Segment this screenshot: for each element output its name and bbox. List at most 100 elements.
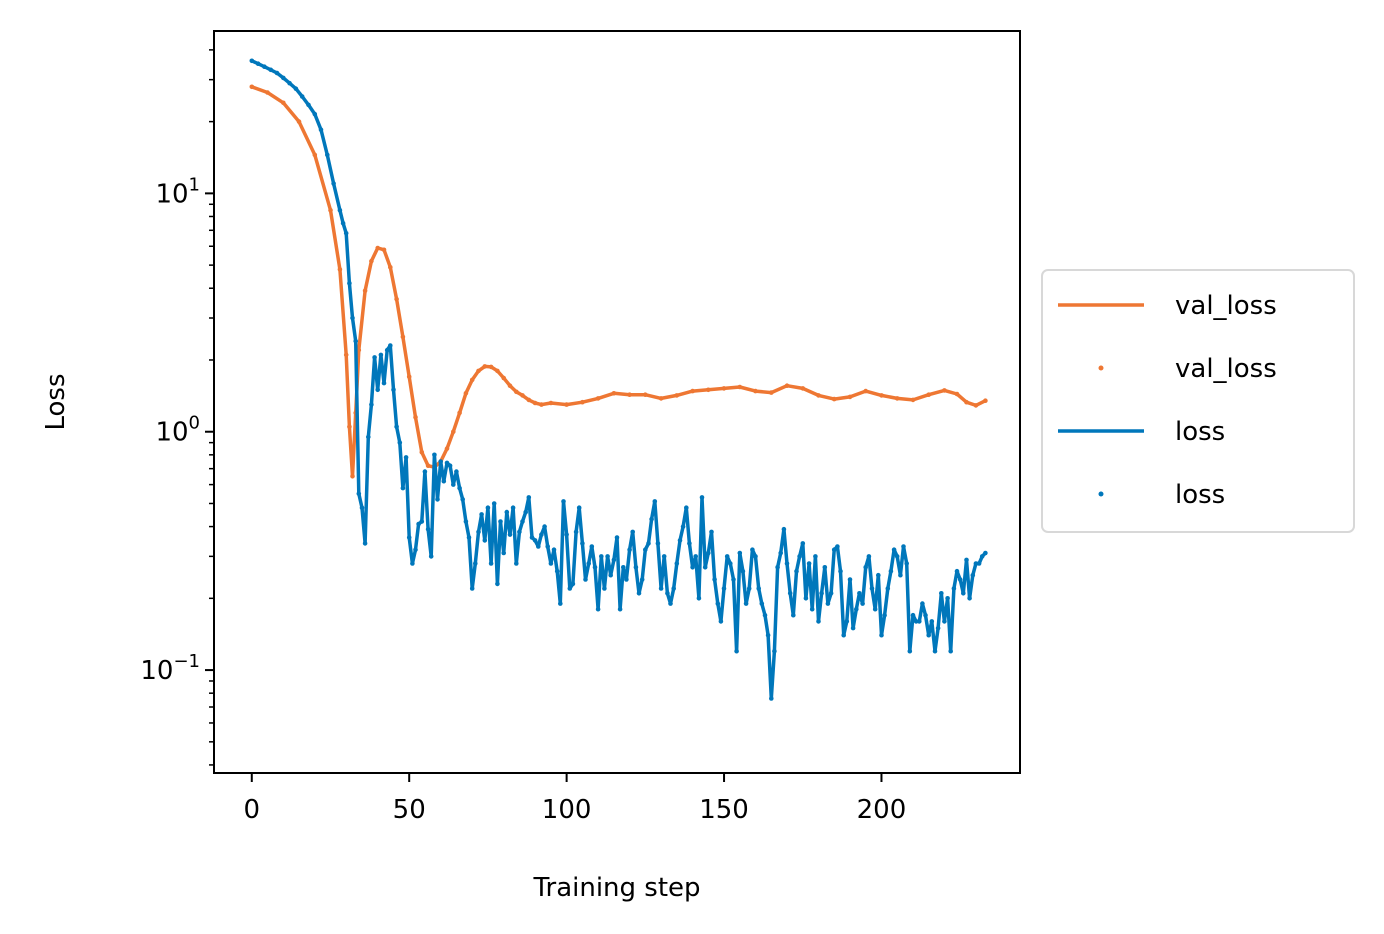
data-point-loss: [592, 565, 598, 570]
data-point-loss: [979, 554, 985, 559]
data-point-loss: [325, 152, 330, 158]
data-point-loss: [561, 499, 566, 504]
data-point-loss: [262, 64, 267, 69]
data-point-loss: [435, 497, 440, 502]
data-point-val_loss: [690, 388, 695, 394]
data-point-loss: [935, 625, 941, 631]
x-tick-label: 50: [393, 795, 426, 825]
data-point-loss: [419, 519, 425, 524]
data-point-loss: [545, 544, 550, 549]
data-point-val_loss: [539, 402, 544, 407]
data-point-loss: [274, 70, 280, 76]
data-point-loss: [536, 544, 541, 549]
data-point-loss: [589, 544, 595, 549]
data-point-loss: [671, 586, 676, 591]
data-point-loss: [567, 586, 573, 591]
data-point-loss: [753, 554, 758, 559]
data-point-loss: [762, 612, 768, 618]
data-point-loss: [721, 586, 727, 591]
data-point-loss: [687, 541, 692, 546]
data-point-loss: [343, 231, 349, 236]
data-point-loss: [510, 505, 516, 511]
data-point-loss: [293, 86, 299, 91]
data-point-loss: [501, 550, 507, 556]
data-point-loss: [967, 596, 972, 601]
data-point-loss: [809, 606, 815, 612]
data-point-loss: [438, 459, 444, 464]
data-point-loss: [441, 478, 447, 484]
data-point-val_loss: [388, 264, 393, 270]
data-point-loss: [454, 469, 459, 474]
data-point-loss: [674, 561, 680, 566]
data-point-val_loss: [362, 288, 368, 294]
data-point-loss: [951, 586, 957, 591]
data-point-loss: [828, 591, 834, 596]
data-point-loss: [394, 424, 399, 430]
data-point-loss: [901, 544, 906, 549]
data-point-loss: [397, 440, 403, 445]
data-point-loss: [359, 505, 365, 511]
data-point-loss: [844, 619, 850, 624]
data-point-loss: [939, 591, 944, 596]
data-point-loss: [432, 452, 437, 458]
legend-label: val_loss: [1175, 354, 1277, 384]
data-point-val_loss: [413, 415, 418, 420]
data-point-val_loss: [507, 383, 513, 389]
data-point-loss: [599, 554, 604, 559]
data-point-loss: [784, 561, 790, 566]
data-point-loss: [384, 347, 390, 353]
data-point-loss: [822, 565, 828, 570]
data-point-loss: [523, 509, 528, 515]
data-point-loss: [542, 524, 547, 529]
data-point-loss: [926, 632, 931, 638]
data-point-loss: [479, 512, 484, 517]
data-point-loss: [340, 220, 346, 226]
data-point-loss: [813, 554, 818, 559]
data-point-loss: [624, 577, 629, 582]
data-point-val_loss: [910, 397, 916, 403]
data-point-loss: [473, 561, 478, 566]
data-point-loss: [718, 619, 724, 624]
data-point-loss: [466, 535, 472, 540]
data-point-val_loss: [425, 463, 431, 469]
data-point-val_loss: [954, 391, 960, 397]
data-point-loss: [746, 586, 752, 591]
data-point-val_loss: [942, 388, 947, 393]
data-point-val_loss: [312, 152, 318, 158]
data-point-loss: [759, 601, 765, 606]
data-point-loss: [668, 601, 673, 606]
data-point-val_loss: [296, 119, 302, 124]
data-point-loss: [709, 529, 714, 535]
data-point-loss: [731, 577, 736, 582]
data-point-loss: [819, 591, 824, 596]
data-point-val_loss: [548, 400, 554, 406]
data-point-loss: [885, 586, 891, 591]
data-point-loss: [428, 554, 434, 559]
data-point-loss: [476, 529, 481, 535]
data-point-loss: [693, 554, 698, 559]
data-point-val_loss: [463, 391, 469, 396]
data-point-loss: [583, 577, 588, 582]
data-point-loss: [617, 606, 623, 612]
data-point-loss: [652, 499, 658, 504]
data-point-loss: [957, 577, 963, 582]
data-point-loss: [586, 561, 591, 566]
data-point-loss: [658, 586, 664, 591]
data-point-loss: [775, 565, 780, 570]
data-point-val_loss: [721, 386, 727, 391]
data-point-loss: [630, 529, 635, 535]
data-point-loss: [835, 544, 840, 549]
data-point-val_loss: [863, 388, 868, 394]
data-point-loss: [948, 648, 953, 654]
data-point-loss: [781, 526, 787, 532]
data-point-loss: [633, 565, 639, 570]
data-point-loss: [507, 532, 513, 537]
x-tick-label: 100: [542, 795, 592, 825]
data-point-loss: [734, 648, 739, 654]
data-point-val_loss: [526, 397, 532, 403]
data-point-loss: [517, 529, 522, 535]
data-point-loss: [249, 58, 255, 64]
data-point-loss: [526, 495, 532, 500]
data-point-loss: [636, 591, 642, 596]
data-point-loss: [699, 495, 705, 500]
